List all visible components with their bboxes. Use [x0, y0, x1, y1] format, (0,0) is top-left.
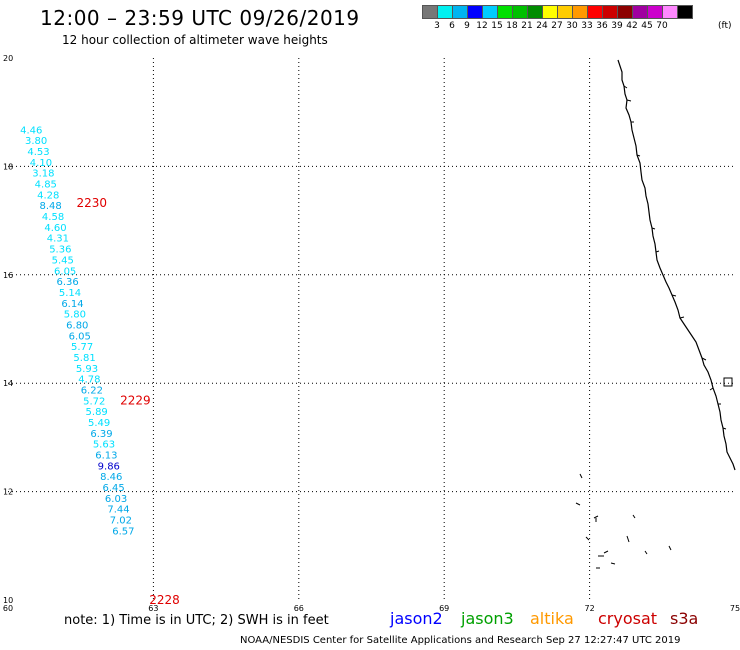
pass-labels: 2230 2229 2228	[77, 196, 180, 607]
colorbar-tick: 24	[536, 21, 548, 31]
swh-value: 5.45	[52, 255, 74, 266]
wave-height-colorbar	[422, 5, 693, 19]
lon-tick-label: 75	[730, 604, 740, 613]
lat-tick-label: 18	[3, 162, 13, 171]
swh-value: 4.28	[37, 190, 59, 201]
swh-value: 5.89	[86, 407, 108, 418]
swh-value: 6.36	[56, 277, 78, 288]
mission-legend-item: cryosat	[598, 609, 658, 628]
swh-value: 4.60	[44, 223, 66, 234]
coastline-detail	[623, 85, 727, 430]
axis-tick-labels: 60 63 66 69 72 75 10 12 14 16 18 20	[3, 54, 740, 613]
coastline-path	[617, 59, 736, 471]
swh-value: 5.36	[49, 245, 71, 256]
swh-value: 8.46	[100, 472, 122, 483]
swh-value: 6.13	[95, 451, 117, 462]
island-square	[723, 377, 733, 387]
swh-value: 5.80	[64, 310, 86, 321]
colorbar-swatch	[677, 5, 693, 19]
swh-value: 5.77	[71, 342, 93, 353]
colorbar-tick: 18	[506, 21, 518, 31]
swh-value: 6.22	[81, 385, 103, 396]
swh-value: 6.05	[69, 331, 91, 342]
colorbar-tick: 30	[566, 21, 578, 31]
colorbar-tick: 36	[596, 21, 608, 31]
pass-time-label: 2229	[120, 393, 151, 407]
colorbar-tick: 45	[641, 21, 653, 31]
swh-value: 6.14	[61, 299, 83, 310]
swh-value: 9.86	[98, 461, 120, 472]
credit-footer: NOAA/NESDIS Center for Satellite Applica…	[240, 635, 681, 646]
wave-height-labels: 4.463.804.534.103.184.854.288.484.584.60…	[20, 125, 134, 537]
swh-value: 5.93	[76, 364, 98, 375]
lat-tick-label: 10	[3, 596, 13, 605]
swh-value: 4.85	[35, 180, 57, 191]
colorbar-tick: 39	[611, 21, 623, 31]
colorbar-tick: 21	[521, 21, 533, 31]
colorbar-tick: 42	[626, 21, 638, 31]
lat-tick-label: 14	[3, 379, 13, 388]
map-title: 12:00 – 23:59 UTC 09/26/2019	[40, 6, 360, 30]
colorbar-tick: 6	[449, 21, 455, 31]
swh-value: 3.18	[32, 169, 54, 180]
swh-value: 6.03	[105, 494, 127, 505]
swh-value: 6.45	[103, 483, 125, 494]
swh-value: 4.31	[47, 234, 69, 245]
swh-value: 5.63	[93, 440, 115, 451]
swh-value: 4.58	[42, 212, 64, 223]
lat-tick-label: 12	[3, 488, 13, 497]
mission-legend-item: jason2	[390, 609, 443, 628]
lon-tick-label: 69	[439, 604, 449, 613]
colorbar-tick: 70	[656, 21, 668, 31]
swh-value: 7.44	[107, 505, 129, 516]
colorbar-tick: 12	[476, 21, 488, 31]
swh-value: 4.53	[27, 147, 49, 158]
units-note: note: 1) Time is in UTC; 2) SWH is in fe…	[64, 613, 329, 628]
pass-time-label: 2228	[149, 593, 180, 607]
pass-time-label: 2230	[77, 196, 108, 210]
lon-tick-label: 63	[148, 604, 158, 613]
swh-value: 5.81	[73, 353, 95, 364]
swh-value: 8.48	[40, 201, 62, 212]
colorbar-tick: 15	[491, 21, 503, 31]
swh-value: 6.57	[112, 526, 134, 537]
colorbar-tick: 27	[551, 21, 563, 31]
colorbar-unit: (ft)	[718, 21, 732, 31]
swh-value: 4.78	[78, 375, 100, 386]
map-subtitle: 12 hour collection of altimeter wave hei…	[62, 33, 328, 47]
lat-tick-label: 20	[3, 54, 13, 63]
swh-value: 5.14	[59, 288, 81, 299]
swh-value: 6.80	[66, 320, 88, 331]
swh-value: 7.02	[110, 516, 132, 527]
lon-tick-label: 72	[585, 604, 595, 613]
coastline	[575, 59, 736, 569]
swh-value: 5.72	[83, 396, 105, 407]
mission-legend-item: altika	[530, 609, 574, 628]
swh-value: 6.39	[90, 429, 112, 440]
swh-value: 6.05	[54, 266, 76, 277]
lon-tick-label: 60	[3, 604, 13, 613]
swh-value: 4.46	[20, 125, 42, 136]
lon-tick-label: 66	[294, 604, 304, 613]
mission-legend-item: jason3	[461, 609, 514, 628]
colorbar-tick: 9	[464, 21, 470, 31]
small-islands	[575, 473, 672, 569]
mission-legend-item: s3a	[670, 609, 699, 628]
swh-value: 4.10	[30, 158, 52, 169]
lat-tick-label: 16	[3, 271, 13, 280]
swh-value: 3.80	[25, 136, 47, 147]
colorbar-tick: 3	[434, 21, 440, 31]
colorbar-tick: 33	[581, 21, 593, 31]
swh-value: 5.49	[88, 418, 110, 429]
